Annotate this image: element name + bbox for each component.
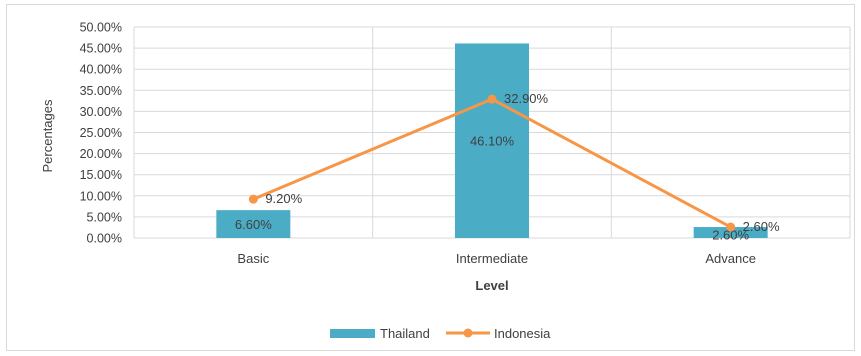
y-tick-label: 5.00% [87, 210, 122, 224]
data-label-indonesia: 32.90% [504, 91, 549, 106]
bar-thailand [216, 210, 291, 238]
data-label-thailand: 46.10% [470, 134, 515, 149]
indonesia-line-series [248, 94, 736, 232]
bar-thailand [455, 43, 529, 238]
y-tick-label: 45.00% [80, 42, 122, 56]
chart-border [6, 4, 855, 351]
legend-swatch-thailand [330, 329, 375, 338]
y-tick-label: 40.00% [80, 63, 122, 77]
y-tick-labels: 0.00% 5.00% 10.00% 15.00% 20.00% 25.00% 30.00%… [80, 21, 122, 246]
y-tick-label: 0.00% [87, 232, 122, 246]
thailand-bars [216, 43, 768, 238]
legend: Thailand Indonesia [330, 326, 551, 341]
data-label-thailand: 2.60% [712, 228, 749, 243]
y-axis-title: Percentages [40, 99, 55, 172]
data-label-indonesia: 9.20% [265, 191, 302, 206]
marker-indonesia [487, 94, 497, 104]
y-tick-label: 10.00% [80, 189, 122, 203]
legend-label-thailand: Thailand [380, 326, 430, 341]
data-label-indonesia: 2.60% [743, 219, 780, 234]
y-tick-label: 30.00% [80, 105, 122, 119]
x-category-labels: Basic Intermediate Advance [237, 251, 756, 266]
x-category-label: Advance [705, 251, 756, 266]
y-tick-label: 50.00% [80, 21, 122, 35]
x-category-label: Basic [237, 251, 269, 266]
thailand-data-labels: 6.60% 46.10% 2.60% [235, 134, 750, 243]
data-label-thailand: 6.60% [235, 217, 272, 232]
x-category-label: Intermediate [456, 251, 528, 266]
y-tick-label: 20.00% [80, 147, 122, 161]
x-axis-title: Level [475, 278, 508, 293]
y-tick-label: 15.00% [80, 168, 122, 182]
legend-label-indonesia: Indonesia [494, 326, 551, 341]
indonesia-data-labels: 9.20% 32.90% 2.60% [265, 91, 780, 234]
y-tick-label: 25.00% [80, 126, 122, 140]
marker-indonesia [726, 222, 736, 232]
y-tick-label: 35.00% [80, 84, 122, 98]
bar-thailand [693, 227, 768, 238]
legend-swatch-indonesia-marker [463, 328, 473, 338]
marker-indonesia [248, 194, 258, 204]
